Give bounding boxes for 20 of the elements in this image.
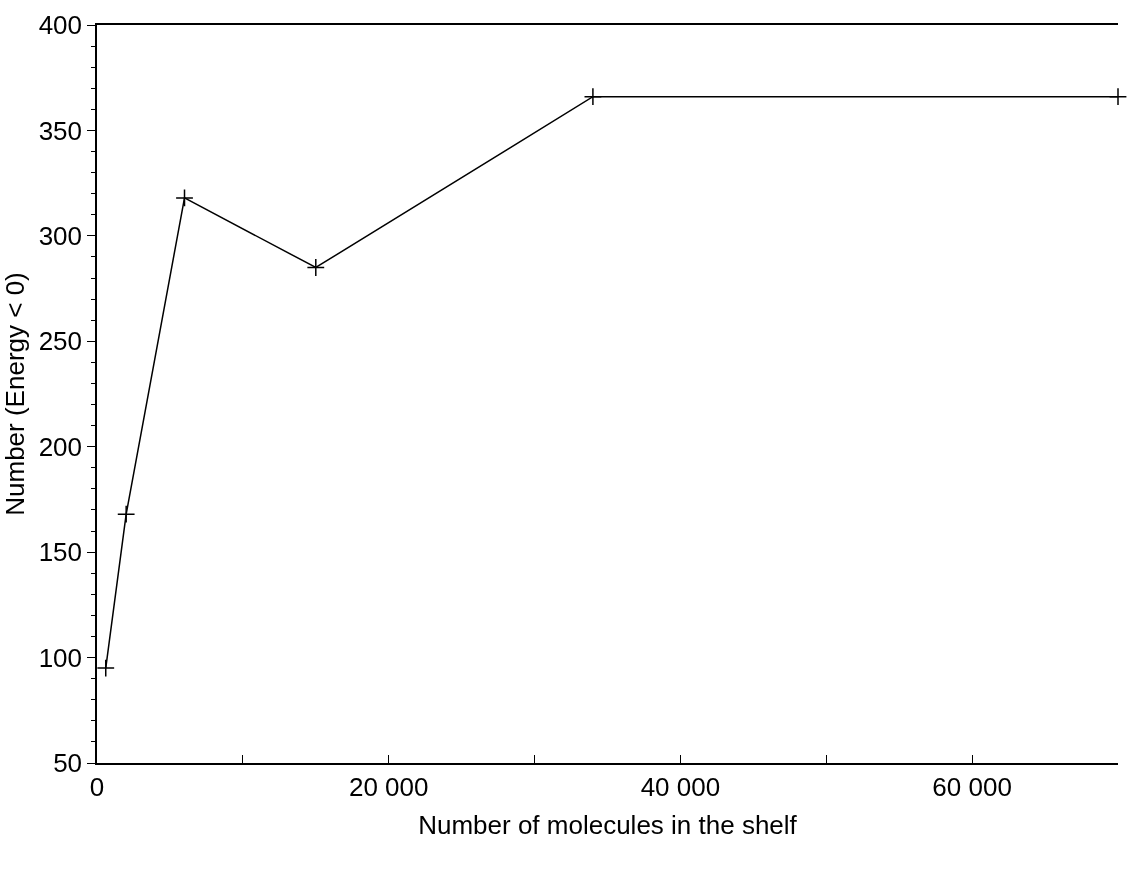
point xyxy=(306,258,325,277)
point xyxy=(96,658,115,678)
y-tick-label: 350 xyxy=(38,115,83,146)
x-axis-title: Number of molecules in the shelf xyxy=(418,810,798,841)
point xyxy=(175,188,194,208)
y-tick-label: 400 xyxy=(38,10,83,41)
x-tick-label: 60 000 xyxy=(932,771,1012,802)
point xyxy=(1108,87,1128,106)
x-tick-label: 0 xyxy=(89,771,105,802)
y-tick-label: 200 xyxy=(38,431,83,462)
y-tick-label: 150 xyxy=(38,537,83,568)
y-tick-label: 50 xyxy=(53,748,83,779)
x-tick-label: 40 000 xyxy=(640,771,721,802)
y-tick-label: 300 xyxy=(38,220,83,251)
y-tick-label: 250 xyxy=(38,326,83,357)
point xyxy=(117,505,136,524)
point xyxy=(583,87,603,106)
y-axis-title: Number (Energy < 0) xyxy=(0,272,30,516)
y-tick-label: 100 xyxy=(38,642,83,673)
x-tick-label: 20 000 xyxy=(348,771,429,802)
